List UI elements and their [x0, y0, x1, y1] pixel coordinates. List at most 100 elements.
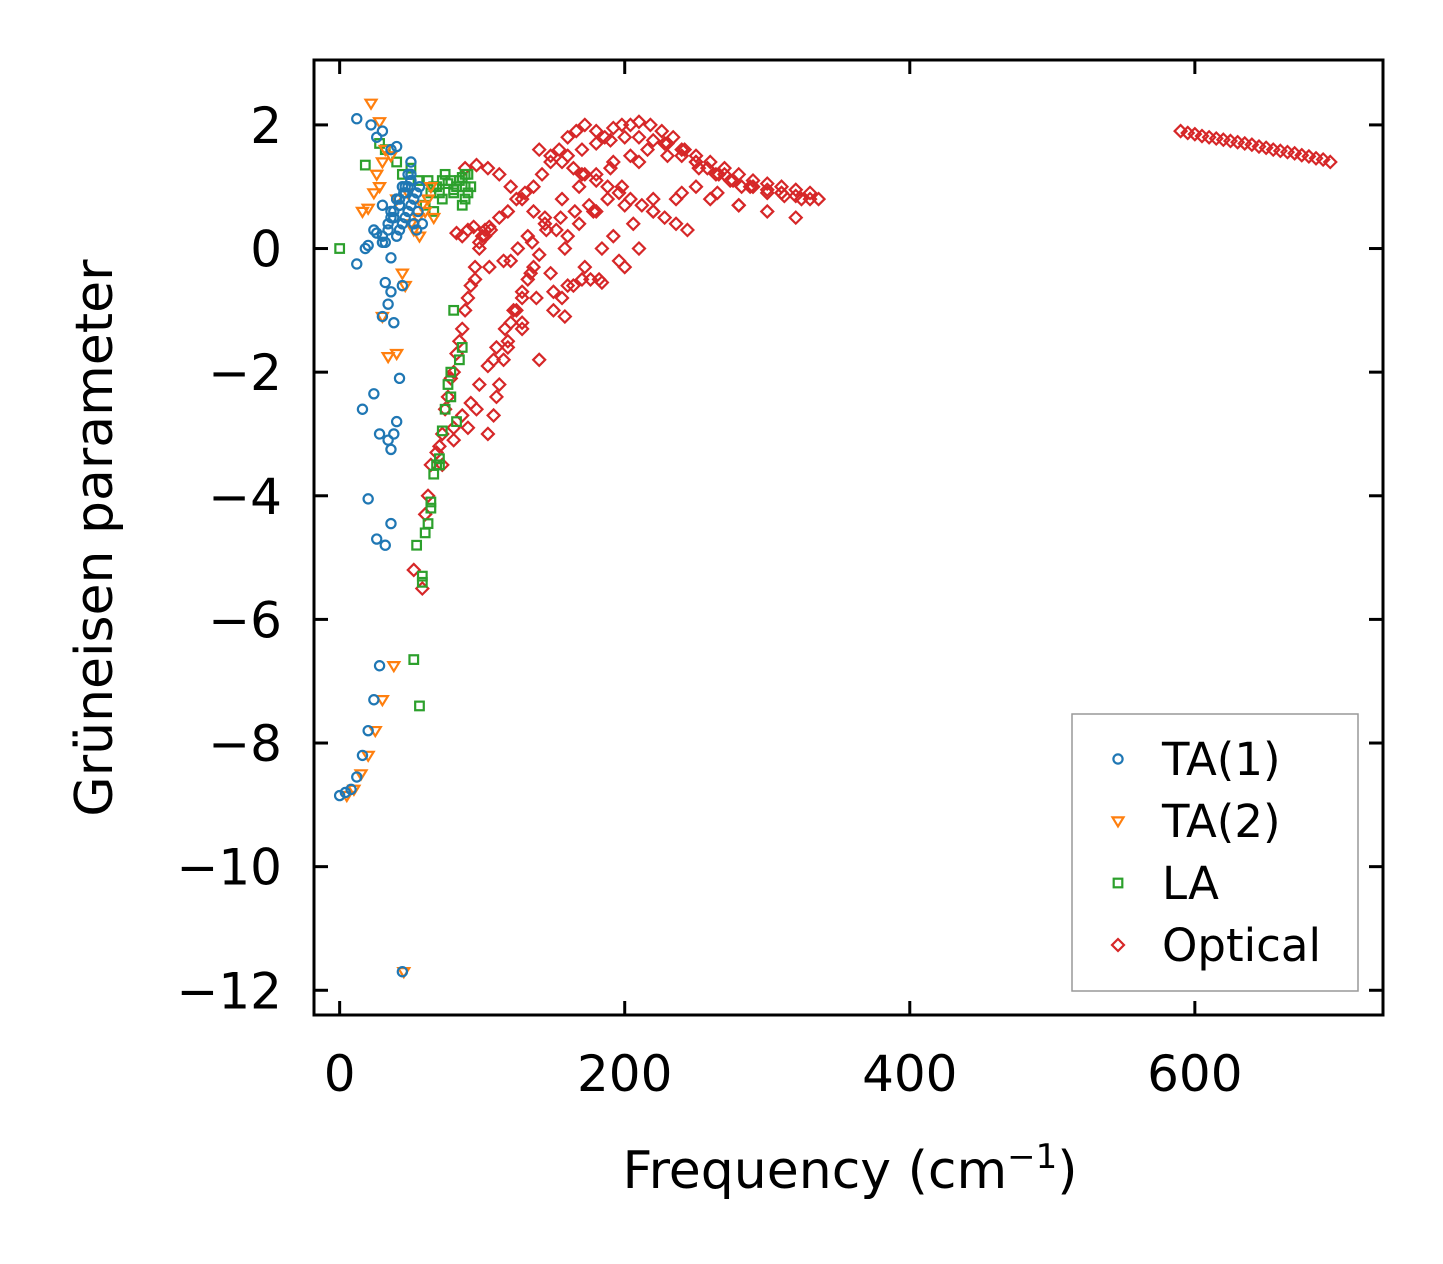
data-point [537, 210, 553, 226]
data-point [702, 154, 718, 170]
data-point [642, 117, 658, 133]
data-point [679, 222, 695, 238]
data-point [471, 376, 487, 393]
data-point [1322, 154, 1338, 170]
data-point [1279, 144, 1296, 160]
data-point [459, 168, 471, 180]
data-point [773, 185, 790, 201]
data-point [1237, 135, 1253, 152]
data-point [1222, 133, 1239, 149]
data-point [776, 188, 792, 204]
data-point [373, 660, 386, 672]
data-point [405, 156, 417, 168]
data-point [657, 210, 673, 226]
data-point [356, 403, 369, 415]
data-point [514, 315, 530, 331]
data-point [376, 230, 389, 242]
data-point [448, 346, 465, 362]
data-point [448, 304, 460, 316]
data-point [453, 354, 465, 366]
data-point [354, 206, 370, 219]
data-point [674, 142, 690, 158]
data-point [505, 302, 522, 318]
data-point [523, 265, 539, 281]
data-point [588, 166, 604, 182]
data-point [577, 166, 593, 182]
data-point [788, 210, 804, 226]
data-point [510, 240, 526, 257]
data-point [468, 157, 485, 173]
data-point [393, 193, 406, 205]
scatter-points [333, 98, 1338, 980]
data-point [497, 321, 513, 337]
data-point [362, 724, 374, 737]
data-point [434, 453, 445, 465]
data-point [374, 695, 390, 708]
data-point [568, 123, 584, 139]
data-point [488, 339, 504, 355]
data-point [445, 175, 457, 186]
y-tick-label: −10 [176, 839, 282, 897]
data-point [577, 117, 593, 133]
legend-marker [1112, 753, 1124, 765]
legend-label: Optical [1162, 919, 1321, 972]
data-point [480, 426, 496, 442]
data-point [372, 182, 388, 195]
data-point [500, 333, 516, 349]
data-point [588, 203, 604, 219]
data-point [668, 191, 684, 207]
data-point [368, 388, 380, 400]
data-point [688, 179, 704, 195]
legend-marker [1112, 877, 1124, 889]
data-point [517, 185, 533, 201]
data-point [371, 533, 383, 545]
data-point [345, 783, 357, 796]
data-point [483, 222, 499, 238]
data-point [534, 166, 550, 182]
data-point [408, 218, 420, 230]
data-point [480, 160, 496, 176]
data-point [385, 286, 397, 298]
data-point [788, 182, 804, 198]
data-point [560, 148, 576, 164]
data-point [448, 184, 460, 196]
y-tick-label: −12 [176, 962, 282, 1020]
data-point [459, 181, 471, 193]
data-point [1294, 147, 1310, 163]
data-point [645, 191, 661, 207]
data-point [557, 240, 573, 257]
data-point [1180, 125, 1196, 141]
data-point [412, 175, 424, 186]
data-point [416, 576, 428, 588]
data-point [560, 278, 576, 294]
data-point [605, 228, 621, 244]
data-point [528, 290, 544, 306]
data-point [496, 352, 512, 368]
data-point [617, 259, 633, 275]
data-point [514, 290, 530, 306]
y-tick-label: −8 [208, 715, 282, 773]
data-point [436, 193, 448, 205]
data-point [434, 187, 445, 199]
x-tick-label: 600 [1147, 1045, 1242, 1103]
data-point [454, 407, 470, 423]
axis-tick-labels: 0 200 400 600 2 0 −2 −4 −6 −8 −10 −12 [176, 97, 1242, 1103]
data-point [422, 175, 434, 186]
data-point [617, 129, 633, 145]
data-point [1308, 150, 1324, 166]
data-point [481, 259, 497, 275]
data-point [585, 203, 601, 219]
data-point [600, 191, 616, 207]
x-tick-label: 400 [862, 1045, 957, 1103]
legend-marker [1110, 816, 1126, 829]
data-point [399, 187, 411, 199]
y-tick-label: 0 [250, 221, 282, 279]
data-point [451, 333, 467, 349]
data-point [359, 159, 371, 171]
data-point [351, 258, 363, 270]
y-tick-label: −4 [208, 468, 282, 526]
data-point [531, 247, 547, 263]
x-axis-label: Frequency (cm−1) [622, 1137, 1077, 1201]
data-point [406, 562, 422, 578]
